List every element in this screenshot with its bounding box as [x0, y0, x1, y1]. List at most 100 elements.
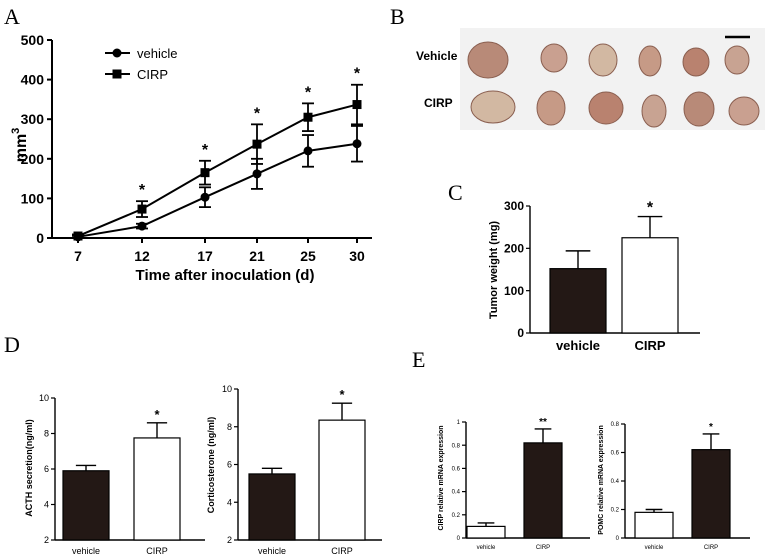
- y-tick-label: 0.8: [611, 422, 620, 428]
- x-tick-label: 25: [300, 248, 316, 264]
- series-line-vehicle: [77, 142, 358, 238]
- x-category-label: vehicle: [477, 545, 496, 551]
- bar-cirp: [318, 419, 366, 541]
- x-category-label: CIRP: [331, 546, 353, 556]
- y-tick-label: 200: [504, 242, 524, 256]
- tumor-specimen: [682, 47, 710, 77]
- panel-label-a: A: [4, 4, 20, 29]
- y-tick-label: 1: [457, 420, 461, 426]
- y-tick-label: 4: [227, 497, 232, 507]
- tumor-specimen: [683, 91, 715, 127]
- significance-star: **: [539, 417, 547, 428]
- bar-cirp: [133, 437, 181, 541]
- y-tick-label: 10: [222, 384, 232, 394]
- y-tick-label: 6: [227, 460, 232, 470]
- y-tick-label: 4: [44, 500, 49, 510]
- legend-marker-vehicle: [112, 48, 122, 58]
- significance-star: *: [354, 66, 361, 83]
- y-tick-label: 500: [21, 32, 45, 48]
- y-axis-title: Corticosterone (ng/ml): [206, 417, 216, 514]
- bar-vehicle: [634, 511, 674, 539]
- tumor-specimen: [540, 43, 568, 73]
- x-tick-label: 30: [349, 248, 365, 264]
- tumor-specimen: [588, 91, 624, 125]
- tumor-specimen: [470, 90, 516, 124]
- x-category-label: CIRP: [536, 545, 550, 551]
- tumor-specimen: [588, 43, 618, 77]
- y-tick-label: 6: [44, 464, 49, 474]
- data-point-cirp: [73, 231, 83, 241]
- tumor-specimen: [467, 41, 509, 79]
- data-point-cirp: [200, 168, 210, 178]
- data-point-cirp: [252, 139, 262, 149]
- bar-vehicle: [466, 525, 506, 539]
- series-line-cirp: [77, 103, 358, 237]
- pomc-mrna-bar-chart: 0 0.2 0.4 0.6 0.8 vehicle CIRP * POMC relative m…: [598, 422, 750, 551]
- y-tick-label: 0.6: [452, 467, 461, 473]
- legend-label-cirp: CIRP: [137, 67, 168, 82]
- data-point-vehicle: [137, 221, 147, 231]
- x-category-label: CIRP: [634, 338, 665, 353]
- y-tick-label: 300: [504, 199, 524, 213]
- y-tick-label: 0: [36, 230, 44, 246]
- bar-vehicle: [248, 473, 296, 541]
- x-category-label: CIRP: [704, 545, 718, 551]
- y-axis-title: POMC relative mRNA expression: [598, 425, 605, 534]
- y-tick-label: 0: [517, 326, 524, 340]
- corticosterone-bar-chart: 2 4 6 8 10 vehicle CIRP * Corticosterone (ng/ml): [206, 384, 382, 556]
- y-tick-label: 0.4: [452, 490, 461, 496]
- x-tick-label: 12: [134, 248, 150, 264]
- panel-label-c: C: [448, 180, 463, 205]
- bar-vehicle: [62, 470, 110, 541]
- data-point-cirp: [137, 204, 147, 214]
- bar-vehicle: [549, 268, 607, 334]
- y-axis-title: mm3: [10, 128, 30, 163]
- y-tick-label: 2: [227, 535, 232, 545]
- data-point-cirp: [303, 112, 313, 122]
- panel-label-d: D: [4, 332, 20, 357]
- significance-star: *: [339, 387, 345, 402]
- y-tick-label: 400: [21, 72, 45, 88]
- cirp-mrna-bar-chart: 0 0.2 0.4 0.6 0.8 1 vehicle CIRP ** CIRP relative…: [438, 417, 590, 551]
- y-tick-label: 0.6: [611, 451, 620, 457]
- vehicle-tumor-row: [467, 41, 750, 79]
- data-point-vehicle: [252, 169, 262, 179]
- tumor-specimen: [536, 90, 566, 126]
- x-tick-label: 7: [74, 248, 82, 264]
- tumor-specimen: [638, 45, 662, 77]
- y-axis-title: ACTH secretion(ng/ml): [24, 419, 34, 517]
- significance-star: *: [305, 84, 312, 101]
- significance-star: *: [647, 200, 654, 217]
- x-category-label: CIRP: [146, 546, 168, 556]
- y-axis-title-base: mm: [13, 134, 30, 162]
- bar-cirp: [621, 237, 679, 334]
- bar-cirp: [523, 442, 563, 539]
- data-point-vehicle: [303, 146, 313, 156]
- y-tick-label: 0: [616, 536, 620, 542]
- significance-star: *: [154, 407, 160, 422]
- cirp-tumor-row: [470, 90, 760, 128]
- significance-star: *: [202, 142, 209, 159]
- x-category-label: vehicle: [556, 338, 600, 353]
- y-tick-label: 8: [44, 429, 49, 439]
- panel-label-e: E: [412, 347, 425, 372]
- y-tick-label: 2: [44, 535, 49, 545]
- tumor-volume-line-chart: 0 100 200 300 400 500 7 12 17 21 25 30 Time after in…: [10, 32, 372, 284]
- legend-label-vehicle: vehicle: [137, 46, 177, 61]
- tumor-specimen: [724, 45, 750, 75]
- x-category-label: vehicle: [72, 546, 100, 556]
- significance-star: *: [254, 105, 261, 122]
- tumor-specimen: [641, 94, 667, 128]
- y-axis-title-superscript: 3: [10, 128, 22, 134]
- y-tick-label: 0.2: [452, 513, 461, 519]
- y-tick-label: 100: [504, 284, 524, 298]
- y-tick-label: 100: [21, 190, 45, 206]
- photo-label-vehicle: Vehicle: [416, 49, 458, 63]
- bar-cirp: [691, 449, 731, 539]
- tumor-photo: [460, 28, 765, 130]
- tumor-specimen: [728, 96, 760, 126]
- y-tick-label: 10: [39, 393, 49, 403]
- legend-marker-cirp: [112, 69, 122, 79]
- significance-star: *: [139, 182, 146, 199]
- x-category-label: vehicle: [645, 545, 664, 551]
